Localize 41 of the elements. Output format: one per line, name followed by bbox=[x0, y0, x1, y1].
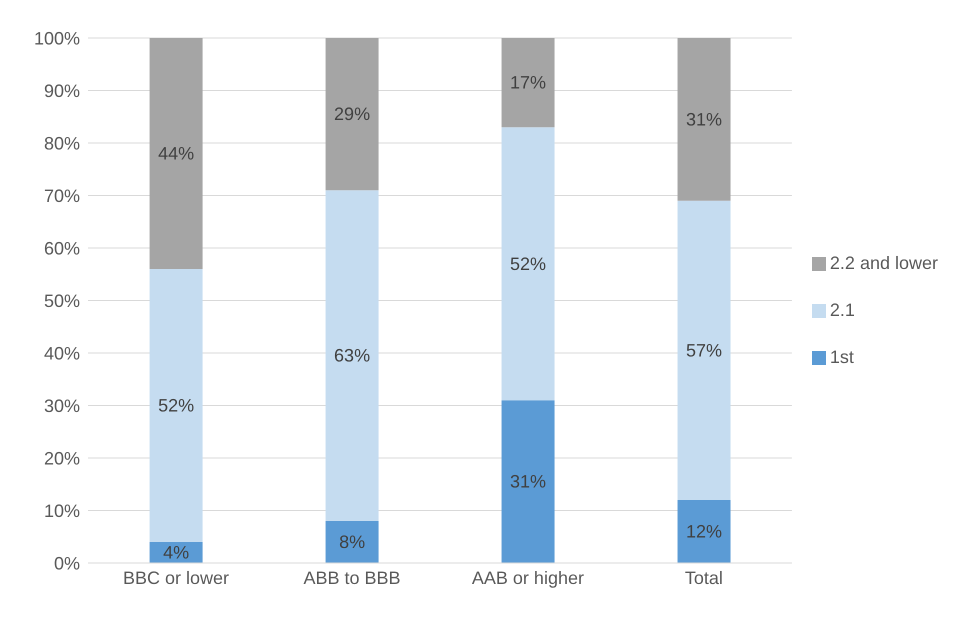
data-label: 12% bbox=[686, 522, 722, 542]
x-tick-label: BBC or lower bbox=[122, 568, 230, 588]
x-tick-label: AAB or higher bbox=[472, 568, 584, 588]
data-label: 17% bbox=[510, 72, 546, 93]
legend-label: 2.2 and lower bbox=[830, 253, 938, 274]
y-tick-label: 80% bbox=[44, 133, 80, 154]
y-tick-label: 40% bbox=[44, 343, 80, 364]
y-tick-label: 50% bbox=[44, 290, 80, 311]
data-label: 63% bbox=[334, 346, 370, 366]
data-label: 44% bbox=[158, 144, 194, 164]
x-tick-label: Total bbox=[684, 568, 723, 588]
bar bbox=[326, 190, 379, 521]
y-tick-label: 0% bbox=[54, 553, 80, 574]
y-tick-label: 30% bbox=[44, 396, 80, 416]
data-label: 31% bbox=[686, 109, 722, 130]
bar bbox=[678, 200, 731, 500]
bar bbox=[502, 38, 555, 128]
y-tick-label: 90% bbox=[44, 80, 80, 101]
data-label: 29% bbox=[334, 104, 370, 124]
y-tick-label: 60% bbox=[44, 238, 80, 258]
data-label: 8% bbox=[339, 532, 366, 552]
y-tick-label: 20% bbox=[44, 448, 80, 468]
bar bbox=[678, 500, 731, 563]
data-label: 31% bbox=[510, 472, 546, 492]
data-label: 52% bbox=[158, 396, 194, 416]
bar bbox=[678, 38, 731, 201]
legend-label: 2.1 bbox=[830, 300, 855, 321]
legend-label: 1st bbox=[830, 347, 854, 368]
bar bbox=[326, 521, 379, 563]
bar bbox=[502, 127, 555, 400]
bar bbox=[150, 269, 203, 542]
data-label: 4% bbox=[163, 542, 190, 562]
bar bbox=[150, 38, 203, 269]
data-label: 57% bbox=[686, 340, 722, 360]
bar bbox=[502, 400, 555, 563]
x-tick-label: ABB to BBB bbox=[303, 568, 400, 588]
bar bbox=[326, 38, 379, 190]
data-label: 52% bbox=[510, 254, 546, 274]
y-tick-label: 10% bbox=[44, 500, 80, 521]
y-tick-label: 100% bbox=[34, 28, 80, 48]
y-tick-label: 70% bbox=[44, 186, 80, 206]
